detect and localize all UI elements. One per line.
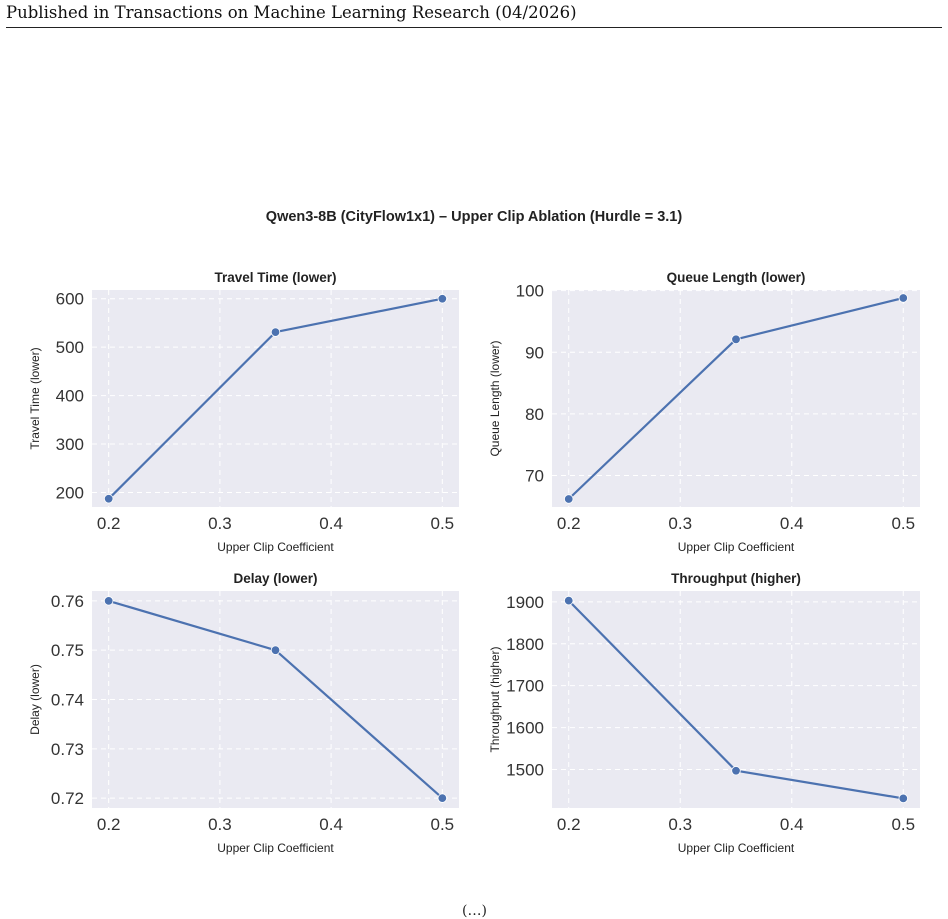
x-tick-label: 0.2 [557, 514, 581, 533]
y-tick-label: 200 [56, 483, 84, 502]
figure-title: Qwen3-8B (CityFlow1x1) – Upper Clip Abla… [266, 209, 683, 225]
x-tick-label: 0.5 [430, 514, 454, 533]
data-point [731, 766, 741, 776]
x-tick-label: 0.3 [208, 815, 232, 834]
y-tick-label: 1600 [506, 719, 544, 738]
subplot-3: 0.2 0.3 0.4 0.5 0.72 0.73 0.74 0.75 0.76 Delay (l… [28, 571, 459, 855]
gridlines [92, 290, 459, 507]
y-tick-label: 1700 [506, 677, 544, 696]
y-tick-label: 1800 [506, 635, 544, 654]
x-axis-label: Upper Clip Coefficient [678, 841, 795, 855]
x-tick-label: 0.4 [780, 815, 804, 834]
data-point [898, 293, 908, 303]
y-tick-label: 0.76 [51, 592, 84, 611]
x-tick-label: 0.3 [668, 815, 692, 834]
subplot-1: 0.2 0.3 0.4 0.5 200 300 400 500 600 Travel Time (… [28, 270, 459, 554]
data-point [731, 334, 741, 345]
y-tick-label: 70 [525, 467, 544, 486]
header-rule [6, 27, 942, 28]
data-point [270, 645, 281, 655]
subplot-title: Delay (lower) [233, 571, 317, 586]
y-tick-label: 600 [56, 290, 84, 309]
x-axis-label: Upper Clip Coefficient [217, 540, 334, 554]
plot-area [92, 290, 459, 507]
y-tick-label: 1500 [506, 760, 544, 779]
y-tick-label: 0.72 [51, 789, 84, 808]
plot-area [552, 290, 920, 507]
y-tick-label: 0.73 [51, 740, 84, 759]
y-tick-label: 500 [56, 338, 84, 357]
gridlines [552, 290, 920, 507]
page-number: (…) [462, 903, 487, 919]
x-axis-label: Upper Clip Coefficient [678, 540, 795, 554]
subplot-title: Throughput (higher) [671, 571, 801, 586]
x-tick-label: 0.2 [557, 815, 581, 834]
y-tick-label: 100 [516, 282, 544, 301]
y-tick-label: 400 [56, 387, 84, 406]
y-axis-label: Throughput (higher) [488, 646, 502, 752]
subplot-2: 0.2 0.3 0.4 0.5 70 80 90 100 Queue Length (lower… [488, 270, 920, 554]
y-tick-label: 0.74 [51, 691, 84, 710]
x-tick-label: 0.4 [319, 514, 343, 533]
data-point [103, 596, 114, 606]
y-tick-label: 80 [525, 405, 544, 424]
x-tick-label: 0.5 [430, 815, 454, 834]
data-point [437, 793, 448, 803]
x-tick-label: 0.4 [780, 514, 804, 533]
subplot-4: 0.2 0.3 0.4 0.5 1500 1600 1700 1800 1900 Throughp… [488, 571, 920, 855]
plot-area [552, 591, 920, 808]
y-tick-label: 0.75 [51, 641, 84, 660]
x-tick-label: 0.3 [668, 514, 692, 533]
x-tick-label: 0.2 [97, 815, 121, 834]
subplot-title: Queue Length (lower) [667, 270, 806, 285]
data-point [564, 494, 574, 504]
x-tick-label: 0.5 [891, 514, 915, 533]
x-tick-label: 0.2 [97, 514, 121, 533]
y-tick-label: 90 [525, 343, 544, 362]
y-axis-label: Queue Length (lower) [488, 340, 502, 456]
subplot-title: Travel Time (lower) [214, 270, 336, 285]
data-point [270, 327, 281, 337]
y-tick-label: 300 [56, 435, 84, 454]
subplots: 0.2 0.3 0.4 0.5 200 300 400 500 600 Travel Time (… [28, 270, 920, 855]
data-point [898, 793, 908, 804]
x-tick-label: 0.4 [319, 815, 343, 834]
data-point [103, 494, 114, 504]
data-point [564, 595, 574, 606]
running-header: Published in Transactions on Machine Lea… [6, 3, 577, 22]
x-tick-label: 0.3 [208, 514, 232, 533]
y-axis-label: Delay (lower) [28, 664, 42, 735]
x-axis-label: Upper Clip Coefficient [217, 841, 334, 855]
y-tick-label: 1900 [506, 593, 544, 612]
data-point [437, 294, 448, 304]
y-axis-label: Travel Time (lower) [28, 347, 42, 449]
x-tick-label: 0.5 [891, 815, 915, 834]
